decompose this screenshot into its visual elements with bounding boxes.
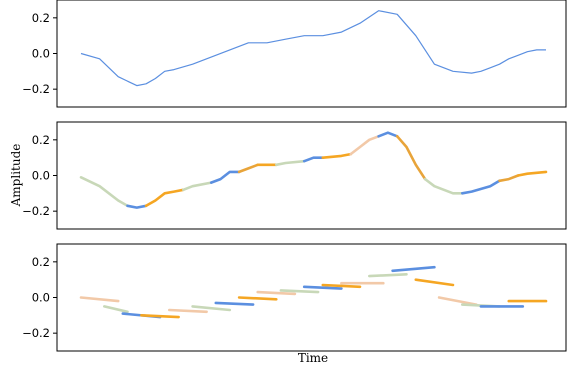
- series-line: [168, 308, 208, 314]
- series-line: [140, 313, 180, 319]
- series-line: [391, 265, 436, 273]
- series-line: [279, 289, 320, 294]
- series-line: [209, 170, 241, 184]
- series-line: [191, 305, 232, 312]
- axes-frame: [56, 0, 567, 108]
- panel-2: 0.2 0.0 −0.2: [22, 121, 567, 230]
- y-tick-label: 0.2: [32, 11, 50, 25]
- series-line: [321, 152, 353, 159]
- series-line: [460, 179, 501, 195]
- series-line: [103, 305, 129, 314]
- series-line: [237, 296, 278, 301]
- series-line: [274, 159, 306, 167]
- series-line: [302, 156, 325, 163]
- x-axis-label: Time: [298, 351, 328, 365]
- series-line: [144, 188, 185, 208]
- panel-1: 0.2 0.0 −0.2: [22, 0, 567, 108]
- series-line: [214, 301, 255, 306]
- series-line: [516, 170, 548, 177]
- y-tick-label: −0.2: [22, 326, 50, 340]
- series-line: [126, 204, 148, 209]
- y-tick-label: 0.2: [32, 133, 50, 147]
- series-line: [377, 131, 399, 138]
- series-line: [414, 278, 455, 287]
- axes-frame: [56, 121, 567, 230]
- series-line: [437, 296, 478, 306]
- y-tick-label: 0.0: [32, 169, 50, 183]
- panel-3: 0.2 0.0 −0.2: [22, 243, 567, 352]
- series-line: [423, 177, 464, 195]
- axes-frame: [56, 243, 567, 352]
- series-line: [367, 272, 408, 278]
- y-tick-label: 0.0: [32, 291, 50, 305]
- series-line: [395, 135, 427, 181]
- y-tick-label: 0.0: [32, 47, 50, 61]
- y-axis-label: Amplitude: [9, 144, 23, 208]
- series-line: [182, 181, 213, 192]
- series-line: [302, 285, 343, 290]
- series-line: [79, 296, 120, 303]
- y-tick-label: −0.2: [22, 204, 50, 218]
- series-line: [321, 283, 362, 289]
- series-line: [256, 290, 297, 296]
- series-line: [349, 135, 380, 156]
- series-line: [237, 163, 260, 174]
- y-tick-label: −0.2: [22, 82, 50, 96]
- series-line: [79, 176, 129, 208]
- series-line: [80, 10, 546, 87]
- y-tick-label: 0.2: [32, 255, 50, 269]
- series-line: [498, 174, 520, 183]
